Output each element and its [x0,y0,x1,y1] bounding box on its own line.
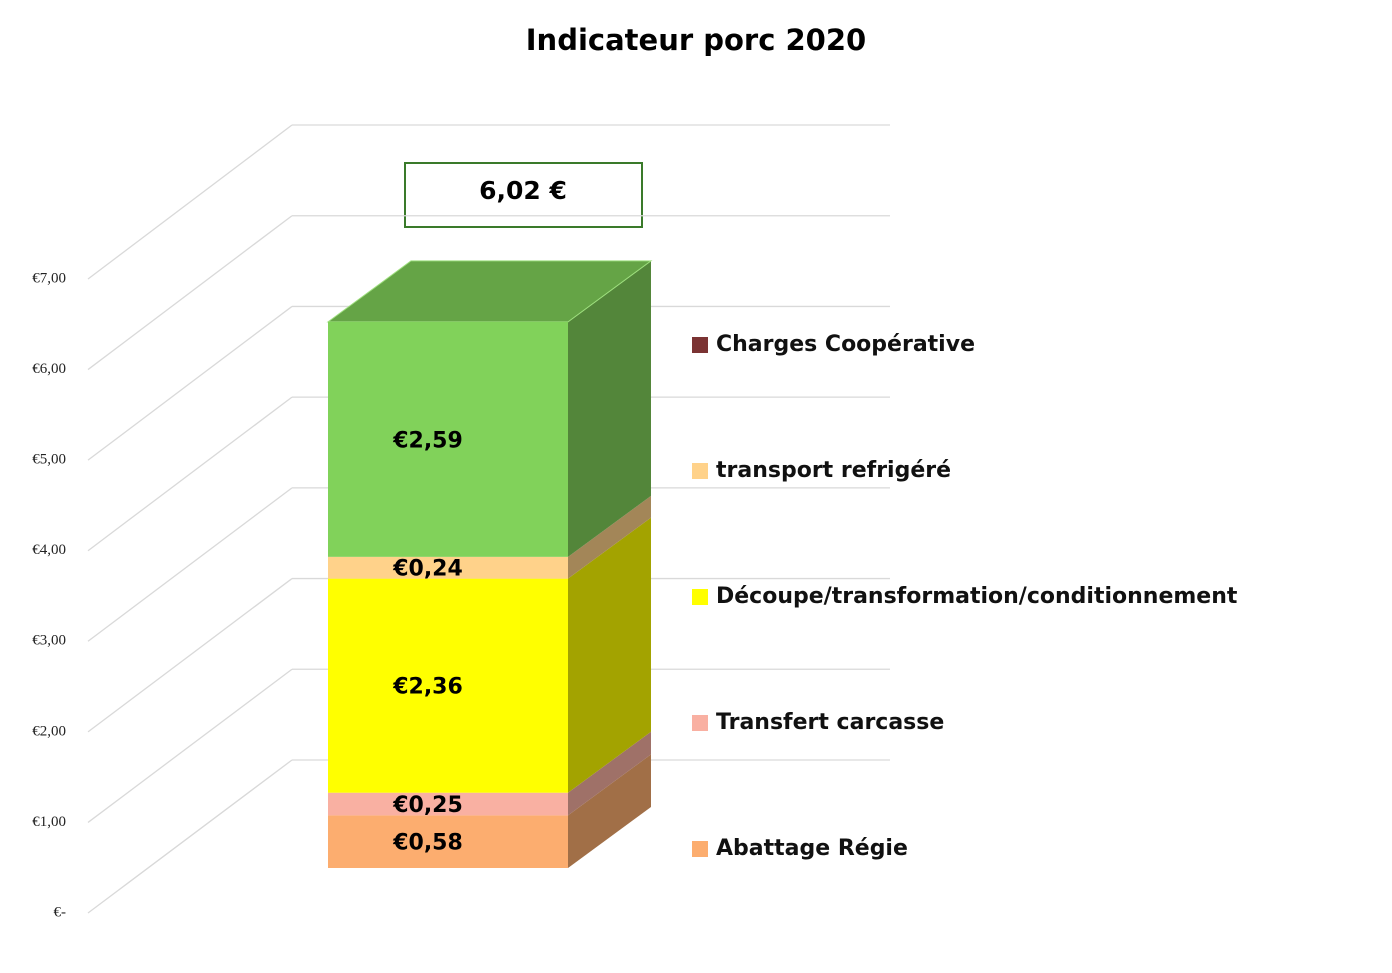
grid-line-side [87,578,293,733]
legend-label: transport refrigéré [716,458,951,483]
grid-line-side [87,759,293,914]
y-tick-label: €- [54,904,67,920]
y-tick-label: €3,00 [32,633,66,649]
legend-label: Charges Coopérative [716,332,975,357]
bar-side [568,517,651,793]
bar [328,792,568,816]
grid-line-side [87,487,293,642]
grid-line-side [87,396,293,552]
legend-marker [692,337,708,353]
legend-label: Abattage Régie [716,836,908,861]
data-label: €0,58 [392,831,463,856]
y-tick-label: €7,00 [32,270,66,286]
legend-marker [692,463,708,479]
data-label: €0,24 [392,557,463,582]
grid-line-side [87,305,293,461]
y-tick-label: €1,00 [32,814,66,830]
bar [328,321,568,557]
grid-line-side [87,668,293,823]
bar-side [568,731,651,816]
legend-marker [692,841,708,857]
bar-side [568,495,651,579]
bar [328,815,568,868]
chart-title: Indicateur porc 2020 [526,23,866,57]
bar [328,556,568,579]
grid-line-side [87,215,293,371]
y-tick-label: €2,00 [32,723,66,739]
legend-label: Découpe/transformation/conditionnement [716,584,1238,609]
y-tick-label: €6,00 [32,361,66,377]
legend-marker [692,715,708,731]
total-annotation: 6,02 € [479,176,567,205]
bar-side [568,260,651,557]
data-label: €0,25 [392,793,463,818]
y-tick-label: €5,00 [32,452,66,468]
legend-label: Transfert carcasse [716,710,944,735]
bar-side [568,754,651,868]
legend-marker [692,589,708,605]
grid-line-side [87,124,293,280]
y-tick-label: €4,00 [32,542,66,558]
data-label: €2,59 [392,428,463,453]
data-label: €2,36 [392,675,463,700]
bar [328,578,568,793]
